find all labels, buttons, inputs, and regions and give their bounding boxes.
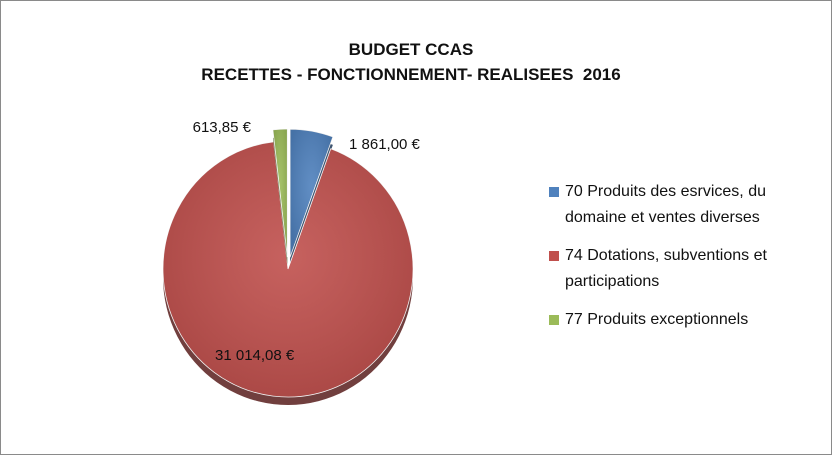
- legend-swatch-74: [549, 251, 559, 261]
- data-label-74: 31 014,08 €: [215, 347, 295, 364]
- legend-item-74: 74 Dotations, subventions et participati…: [549, 243, 819, 295]
- chart-title-line-2: RECETTES - FONCTIONNEMENT- REALISEES 201…: [201, 65, 621, 84]
- data-label-77: 613,85 €: [193, 119, 252, 136]
- legend-label-77: 77 Produits exceptionnels: [565, 311, 749, 328]
- slice-77-gloss: [272, 129, 288, 258]
- slice-70-gloss: [290, 129, 333, 258]
- legend-item-77: 77 Produits exceptionnels: [549, 307, 819, 333]
- legend-label-74: 74 Dotations, subventions et participati…: [565, 247, 767, 290]
- data-label-70: 1 861,00 €: [349, 136, 421, 153]
- chart-title: BUDGET CCAS RECETTES - FONCTIONNEMENT- R…: [1, 37, 821, 87]
- slice-74-gloss: [163, 141, 413, 397]
- legend-label-70: 70 Produits des esrvices, du domaine et …: [565, 183, 766, 226]
- slice-77: [272, 128, 288, 266]
- legend: 70 Produits des esrvices, du domaine et …: [549, 179, 819, 345]
- legend-swatch-77: [549, 315, 559, 325]
- legend-item-70: 70 Produits des esrvices, du domaine et …: [549, 179, 819, 231]
- legend-swatch-70: [549, 187, 559, 197]
- chart-title-line-1: BUDGET CCAS: [348, 40, 474, 59]
- slice-74: [162, 141, 414, 405]
